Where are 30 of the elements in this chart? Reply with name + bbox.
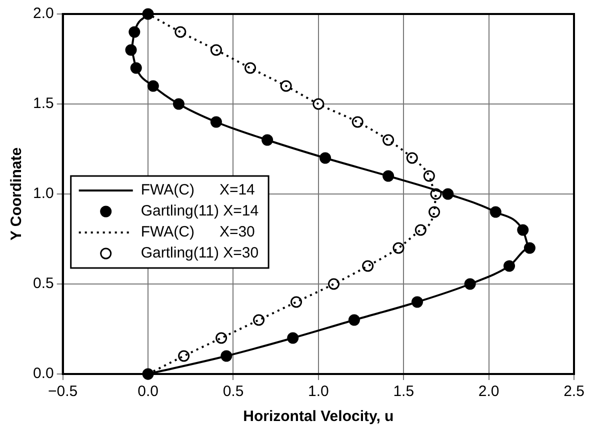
legend-label: Gartling(11) X=14 bbox=[140, 202, 259, 220]
point bbox=[328, 278, 340, 290]
point bbox=[312, 98, 324, 110]
y-tick-label: 0.0 bbox=[32, 365, 54, 382]
point bbox=[210, 44, 222, 56]
x-axis-title: Horizontal Velocity, u bbox=[243, 408, 394, 426]
point bbox=[382, 134, 394, 146]
point bbox=[174, 26, 186, 38]
x-tick-label: 2.0 bbox=[478, 383, 500, 400]
x-tick-label: 2.5 bbox=[564, 383, 584, 400]
legend-label: FWA(C) X=30 bbox=[140, 224, 255, 241]
x-tick-label: 1.5 bbox=[393, 383, 414, 400]
point bbox=[352, 116, 364, 128]
y-tick-label: 0.5 bbox=[32, 275, 54, 292]
y-tick-label: 2.0 bbox=[32, 5, 54, 22]
legend-label: FWA(C) X=14 bbox=[140, 182, 255, 199]
x-tick-label: 0.5 bbox=[222, 383, 244, 400]
point bbox=[280, 80, 292, 92]
point bbox=[406, 152, 418, 164]
y-tick-label: 1.0 bbox=[32, 185, 54, 202]
point bbox=[290, 296, 302, 308]
x-tick-label: −0.5 bbox=[48, 383, 78, 400]
legend-label: Gartling(11) X=30 bbox=[140, 244, 259, 262]
x-tick-label: 0.0 bbox=[138, 383, 158, 400]
point bbox=[423, 170, 435, 182]
x-tick-label: 1.0 bbox=[308, 383, 329, 400]
y-axis-title: Y Coordinate bbox=[8, 147, 26, 241]
point bbox=[362, 260, 374, 272]
y-tick-label: 1.5 bbox=[32, 95, 54, 112]
point bbox=[244, 62, 256, 74]
